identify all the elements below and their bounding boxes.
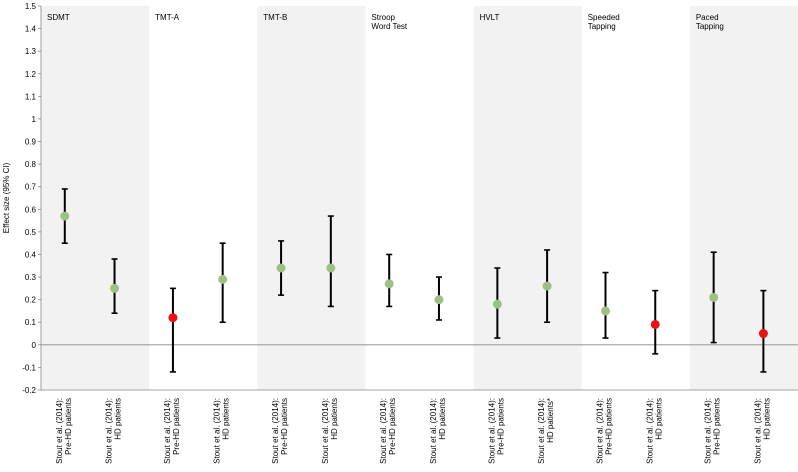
category-label: Stout et al. (2014):Pre-HD patients: [596, 398, 614, 464]
y-tick-label: 1: [32, 115, 37, 124]
data-point: [758, 329, 768, 339]
category-label: Stout et al. (2014):HD patients*: [537, 398, 555, 464]
panel-backgrounds: [41, 6, 798, 390]
y-tick-label: 0.1: [25, 318, 37, 327]
panel-label: TMT-B: [263, 13, 287, 22]
y-tick-label: 0.9: [25, 138, 37, 147]
category-label: Stout et al. (2014):Pre-HD patients: [487, 398, 505, 464]
y-tick-label: 0.3: [25, 273, 37, 282]
category-label: Stout et al. (2014):Pre-HD patients: [704, 398, 722, 464]
data-point: [650, 319, 660, 329]
y-tick-label: 0.6: [25, 205, 37, 214]
error-bar: [602, 271, 609, 339]
data-point: [384, 279, 394, 289]
data-points: [60, 211, 768, 339]
y-tick-label: 1.4: [25, 25, 37, 34]
panel-label: HVLT: [480, 13, 500, 22]
data-point: [276, 263, 286, 273]
data-point: [110, 283, 120, 293]
panel-shade: [473, 6, 582, 390]
y-tick-label: -0.2: [22, 386, 36, 395]
y-tick-label: 0: [32, 341, 37, 350]
category-label: Stout et al. (2014):Pre-HD patients: [271, 398, 289, 464]
data-point: [542, 281, 552, 291]
panel-label: SDMT: [47, 13, 70, 22]
y-tick-label: 1.2: [25, 70, 37, 79]
y-tick-label: 0.8: [25, 160, 37, 169]
panel-shade: [41, 6, 150, 390]
y-tick-label: 0.5: [25, 228, 37, 237]
category-label: Stout et al. (2014):HD patients: [213, 398, 231, 464]
y-tick-label: 1.1: [25, 92, 37, 101]
data-point: [709, 292, 719, 302]
data-point: [60, 211, 70, 221]
y-axis-title: Effect size (95% CI): [2, 162, 11, 233]
panel-label: TMT-A: [155, 13, 180, 22]
category-label: Stout et al. (2014):HD patients: [321, 398, 339, 464]
panel-label: Stroop Word Test: [371, 13, 407, 31]
y-tick-label: 1.3: [25, 47, 37, 56]
error-bar: [169, 287, 176, 373]
category-label: Stout et al. (2014):HD patients: [105, 398, 123, 464]
text-labels: SDMT TMT-A TMT-B Stroop Word Test HVLT Speeded…: [2, 2, 771, 464]
data-point: [601, 306, 611, 316]
data-point: [434, 295, 444, 305]
panel-shade: [257, 6, 366, 390]
category-label: Stout et al. (2014):Pre-HD patients: [379, 398, 397, 464]
y-tick-label: -0.1: [22, 363, 36, 372]
panel-label: Speeded Tapping: [588, 13, 620, 31]
data-point: [492, 299, 502, 309]
data-point: [218, 274, 228, 284]
data-point: [326, 263, 336, 273]
panel-shade: [689, 6, 798, 390]
category-label: Stout et al. (2014):Pre-HD patients: [55, 398, 73, 464]
y-tick-label: 0.4: [25, 250, 37, 259]
axes: [38, 5, 798, 391]
category-label: Stout et al. (2014):HD patients: [645, 398, 663, 464]
y-tick-label: 1.5: [25, 2, 37, 11]
category-label: Stout et al. (2014):HD patients: [429, 398, 447, 464]
error-bar: [327, 215, 334, 308]
panel-label: Paced Tapping: [696, 13, 724, 31]
data-point: [168, 313, 178, 323]
category-label: Stout et al. (2014):Pre-HD patients: [163, 398, 181, 464]
y-tick-label: 0.7: [25, 183, 37, 192]
category-label: Stout et al. (2014):HD patients: [753, 398, 771, 464]
y-tick-label: 0.2: [25, 296, 37, 305]
